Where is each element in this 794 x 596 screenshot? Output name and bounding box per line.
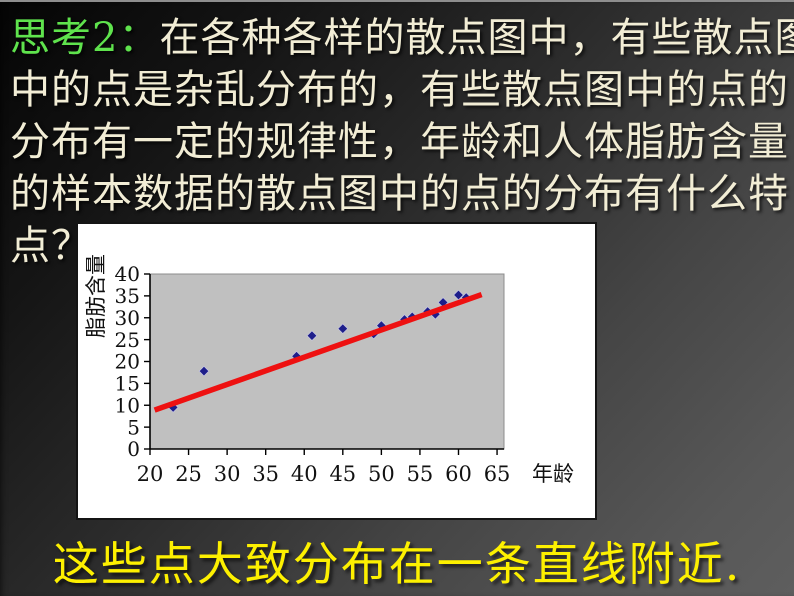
x-tick-label: 30 xyxy=(214,462,241,486)
x-tick-label: 40 xyxy=(291,462,318,486)
data-point xyxy=(453,289,464,301)
chart-box: 0 5 10 15 20 25 30 35 40 20 25 30 35 40 45 50 55 60 65 年龄 脂肪… xyxy=(76,222,597,520)
headline: 思考2：在各种各样的散点图中，有些散点图 中的点是杂乱分布的，有些散点图中的点的… xyxy=(10,12,794,272)
data-point xyxy=(337,323,349,334)
y-tick-label: 5 xyxy=(127,415,140,439)
y-tick-label: 35 xyxy=(115,284,140,308)
headline-line-2: 中的点是杂乱分布的，有些散点图中的点的 xyxy=(10,67,789,113)
x-axis-title: 年龄 xyxy=(532,462,574,486)
x-tick-label: 50 xyxy=(368,462,395,486)
x-tick-label: 25 xyxy=(175,462,202,486)
headline-line-3: 分布有一定的规律性，年龄和人体脂肪含量 xyxy=(10,119,789,165)
y-axis-title: 脂肪含量 xyxy=(84,254,108,338)
y-tick-label: 15 xyxy=(115,372,140,396)
plot-area xyxy=(149,273,505,450)
x-tick-label: 45 xyxy=(329,462,356,486)
y-tick-label: 30 xyxy=(115,306,140,330)
y-tick-label: 0 xyxy=(127,437,140,461)
caption: 这些点大致分布在一条直线附近. xyxy=(52,537,742,591)
x-tick-label: 65 xyxy=(484,462,511,486)
y-tick-label: 40 xyxy=(115,262,140,286)
y-tick-label: 10 xyxy=(115,393,140,417)
trend-line xyxy=(153,291,483,413)
headline-line-1-text: 在各种各样的散点图中，有些散点图 xyxy=(159,15,794,61)
x-tick-label: 35 xyxy=(252,462,279,486)
y-tick-label: 20 xyxy=(115,350,140,374)
data-point xyxy=(198,365,210,377)
headline-line-1: 思考2：在各种各样的散点图中，有些散点图 xyxy=(10,12,794,64)
headline-prefix: 思考2： xyxy=(10,15,160,61)
y-tick-label: 25 xyxy=(115,328,140,352)
data-point xyxy=(306,330,318,341)
x-tick-label: 55 xyxy=(407,462,434,486)
headline-line-4: 的样本数据的散点图中的点的分布有什么特 xyxy=(10,171,789,217)
x-tick-label: 60 xyxy=(445,462,472,486)
x-axis: 20 25 30 35 40 45 50 55 60 65 xyxy=(137,449,511,486)
x-tick-label: 20 xyxy=(137,462,164,486)
